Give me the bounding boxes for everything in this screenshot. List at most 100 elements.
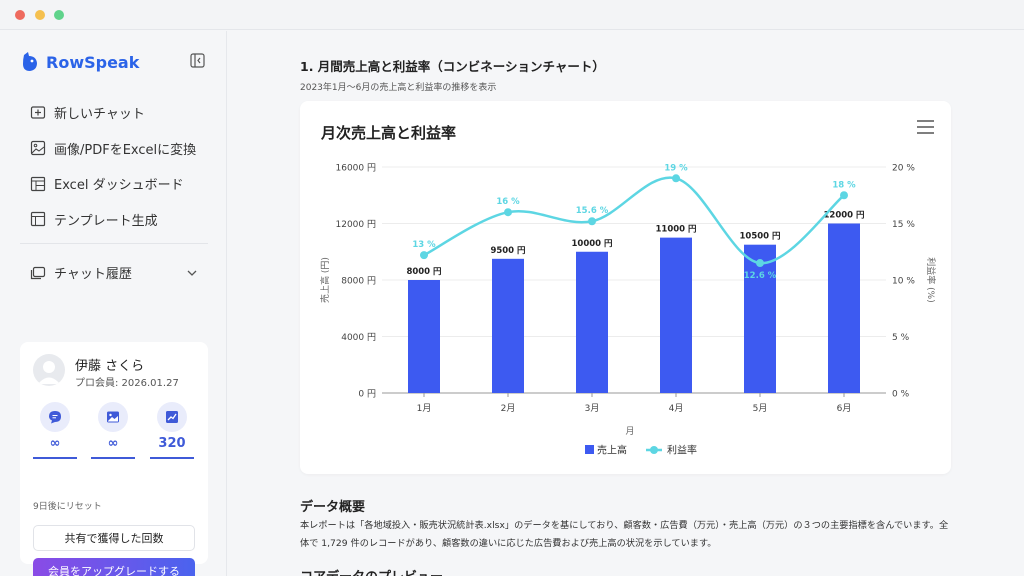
sidebar-item-label: Excel ダッシュボード bbox=[54, 178, 184, 194]
template-icon bbox=[30, 212, 46, 227]
bar bbox=[492, 258, 524, 393]
chat-history-label: チャット履歴 bbox=[54, 267, 132, 282]
quota-value: ∞ bbox=[49, 436, 61, 451]
chat-history-icon bbox=[30, 266, 46, 279]
user-card: 伊藤 さくら プロ会員: 2026.01.27 ∞ ∞ 320 9日後にリセット… bbox=[20, 342, 208, 576]
quota-image[interactable]: ∞ bbox=[91, 402, 135, 460]
chat-quota-icon bbox=[49, 411, 61, 424]
chart-title: 月次売上高と利益率 bbox=[320, 124, 456, 142]
data-overview-text: 本レポートは「各地域投入・販売状況統計表.xlsx」のデータを基にしており、顧客… bbox=[300, 520, 949, 549]
window-minimize-button[interactable] bbox=[35, 10, 45, 20]
sidebar-divider bbox=[20, 243, 208, 244]
sidebar-nav: 新しいチャット 画像/PDFをExcelに変換 Excel ダッシュボード テン… bbox=[20, 95, 208, 237]
line-point bbox=[588, 217, 596, 226]
bar-data-label: 11000 円 bbox=[655, 225, 696, 235]
quota-bar bbox=[150, 457, 194, 459]
y-axis-title: 売上高 (円) bbox=[319, 257, 331, 303]
y-tick-label: 4000 円 bbox=[341, 332, 376, 343]
y2-tick-label: 10 % bbox=[892, 277, 915, 287]
bar bbox=[660, 237, 692, 393]
sidebar-item-image-convert[interactable]: 画像/PDFをExcelに変換 bbox=[20, 131, 208, 167]
quota-bar bbox=[33, 457, 77, 459]
line-point bbox=[420, 251, 428, 260]
profit-rate-line bbox=[423, 176, 845, 265]
legend-bar-swatch bbox=[585, 445, 594, 454]
line-data-label: 13 % bbox=[412, 240, 436, 250]
bar bbox=[576, 251, 608, 393]
chart-menu-icon[interactable] bbox=[914, 119, 936, 137]
line-point bbox=[840, 191, 848, 200]
legend-line-marker bbox=[650, 446, 658, 454]
bar-data-label: 10000 円 bbox=[571, 239, 612, 249]
line-point bbox=[756, 259, 764, 268]
data-overview-heading: データ概要 bbox=[300, 500, 366, 515]
user-name: 伊藤 さくら bbox=[75, 359, 145, 374]
y-tick-label: 8000 円 bbox=[341, 276, 376, 287]
sidebar: RowSpeak 新しいチャット 画像/PDFをExcelに変換 Excel ダ… bbox=[0, 31, 227, 576]
new-chat-icon bbox=[30, 106, 46, 119]
y-tick-label: 12000 円 bbox=[336, 219, 377, 230]
combo-chart: 月次売上高と利益率 0 円 4000 円 8000 円 12000 円 16000 円 0… bbox=[319, 119, 937, 457]
quota-bar bbox=[91, 457, 135, 459]
quota-chat[interactable]: ∞ bbox=[33, 402, 77, 460]
x-tick-label: 6月 bbox=[837, 403, 852, 414]
upgrade-button[interactable]: 会員をアップグレードする bbox=[33, 558, 195, 576]
app-logo[interactable]: RowSpeak bbox=[20, 49, 139, 75]
y-tick-label: 16000 円 bbox=[336, 163, 377, 174]
y2-tick-label: 20 % bbox=[892, 164, 915, 174]
sidebar-item-new-chat[interactable]: 新しいチャット bbox=[20, 95, 208, 131]
sidebar-item-label: 新しいチャット bbox=[54, 107, 145, 123]
x-tick-label: 2月 bbox=[501, 403, 516, 414]
x-tick-label: 4月 bbox=[669, 403, 684, 414]
line-data-label: 18 % bbox=[832, 180, 856, 190]
chevron-down-icon bbox=[187, 270, 197, 276]
chart-quota-icon bbox=[166, 411, 178, 423]
collapse-sidebar-icon[interactable] bbox=[190, 53, 205, 68]
avatar[interactable] bbox=[33, 354, 65, 386]
chart-card: 月次売上高と利益率 0 円 4000 円 8000 円 12000 円 16000 円 0… bbox=[300, 101, 951, 474]
window-maximize-button[interactable] bbox=[54, 10, 64, 20]
dashboard-icon bbox=[30, 176, 46, 191]
sidebar-item-template[interactable]: テンプレート生成 bbox=[20, 202, 208, 238]
chat-history-toggle[interactable]: チャット履歴 bbox=[20, 256, 208, 289]
legend-label: 利益率 bbox=[667, 444, 697, 457]
image-quota-icon bbox=[107, 411, 119, 423]
quota-value: ∞ bbox=[107, 436, 119, 451]
bar-data-label: 9500 円 bbox=[490, 246, 525, 256]
window-titlebar bbox=[0, 0, 1024, 30]
bar bbox=[408, 280, 440, 393]
line-data-label: 19 % bbox=[664, 163, 688, 173]
line-point bbox=[504, 208, 512, 217]
x-tick-label: 5月 bbox=[753, 403, 768, 414]
avatar-placeholder-icon bbox=[38, 361, 60, 384]
y-tick-label: 0 円 bbox=[358, 389, 376, 400]
window-close-button[interactable] bbox=[15, 10, 25, 20]
legend-label: 売上高 bbox=[597, 444, 627, 457]
app-name: RowSpeak bbox=[46, 52, 140, 72]
bar bbox=[828, 223, 860, 393]
reset-note: 9日後にリセット bbox=[33, 502, 102, 512]
shared-rewards-button[interactable]: 共有で獲得した回数 bbox=[33, 525, 195, 551]
user-plan: プロ会員: 2026.01.27 bbox=[75, 378, 179, 389]
y2-tick-label: 5 % bbox=[892, 333, 910, 343]
x-tick-label: 3月 bbox=[585, 403, 600, 414]
main-content: 1. 月間売上高と利益率（コンビネーションチャート） 2023年1月〜6月の売上… bbox=[228, 31, 1024, 576]
y2-axis-title: 利益率 (%) bbox=[925, 257, 937, 302]
section-title: 1. 月間売上高と利益率（コンビネーションチャート） bbox=[300, 59, 605, 74]
bar-data-label: 8000 円 bbox=[406, 267, 441, 277]
image-convert-icon bbox=[30, 141, 46, 156]
core-data-preview-heading: コアデータのプレビュー bbox=[300, 566, 443, 576]
line-point bbox=[672, 174, 680, 183]
quota-value: 320 bbox=[158, 436, 186, 451]
line-data-label: 15.6 % bbox=[576, 206, 609, 216]
section-subtitle: 2023年1月〜6月の売上高と利益率の推移を表示 bbox=[300, 83, 497, 93]
y2-tick-label: 15 % bbox=[892, 220, 915, 230]
y2-tick-label: 0 % bbox=[892, 390, 910, 400]
quota-chart[interactable]: 320 bbox=[150, 402, 194, 460]
bar-data-label: 12000 円 bbox=[823, 211, 864, 221]
line-data-label: 16 % bbox=[496, 197, 520, 207]
sidebar-item-dashboard[interactable]: Excel ダッシュボード bbox=[20, 166, 208, 202]
sidebar-item-label: 画像/PDFをExcelに変換 bbox=[54, 142, 197, 158]
bar bbox=[744, 244, 776, 393]
line-data-label: 12.6 % bbox=[744, 271, 777, 281]
